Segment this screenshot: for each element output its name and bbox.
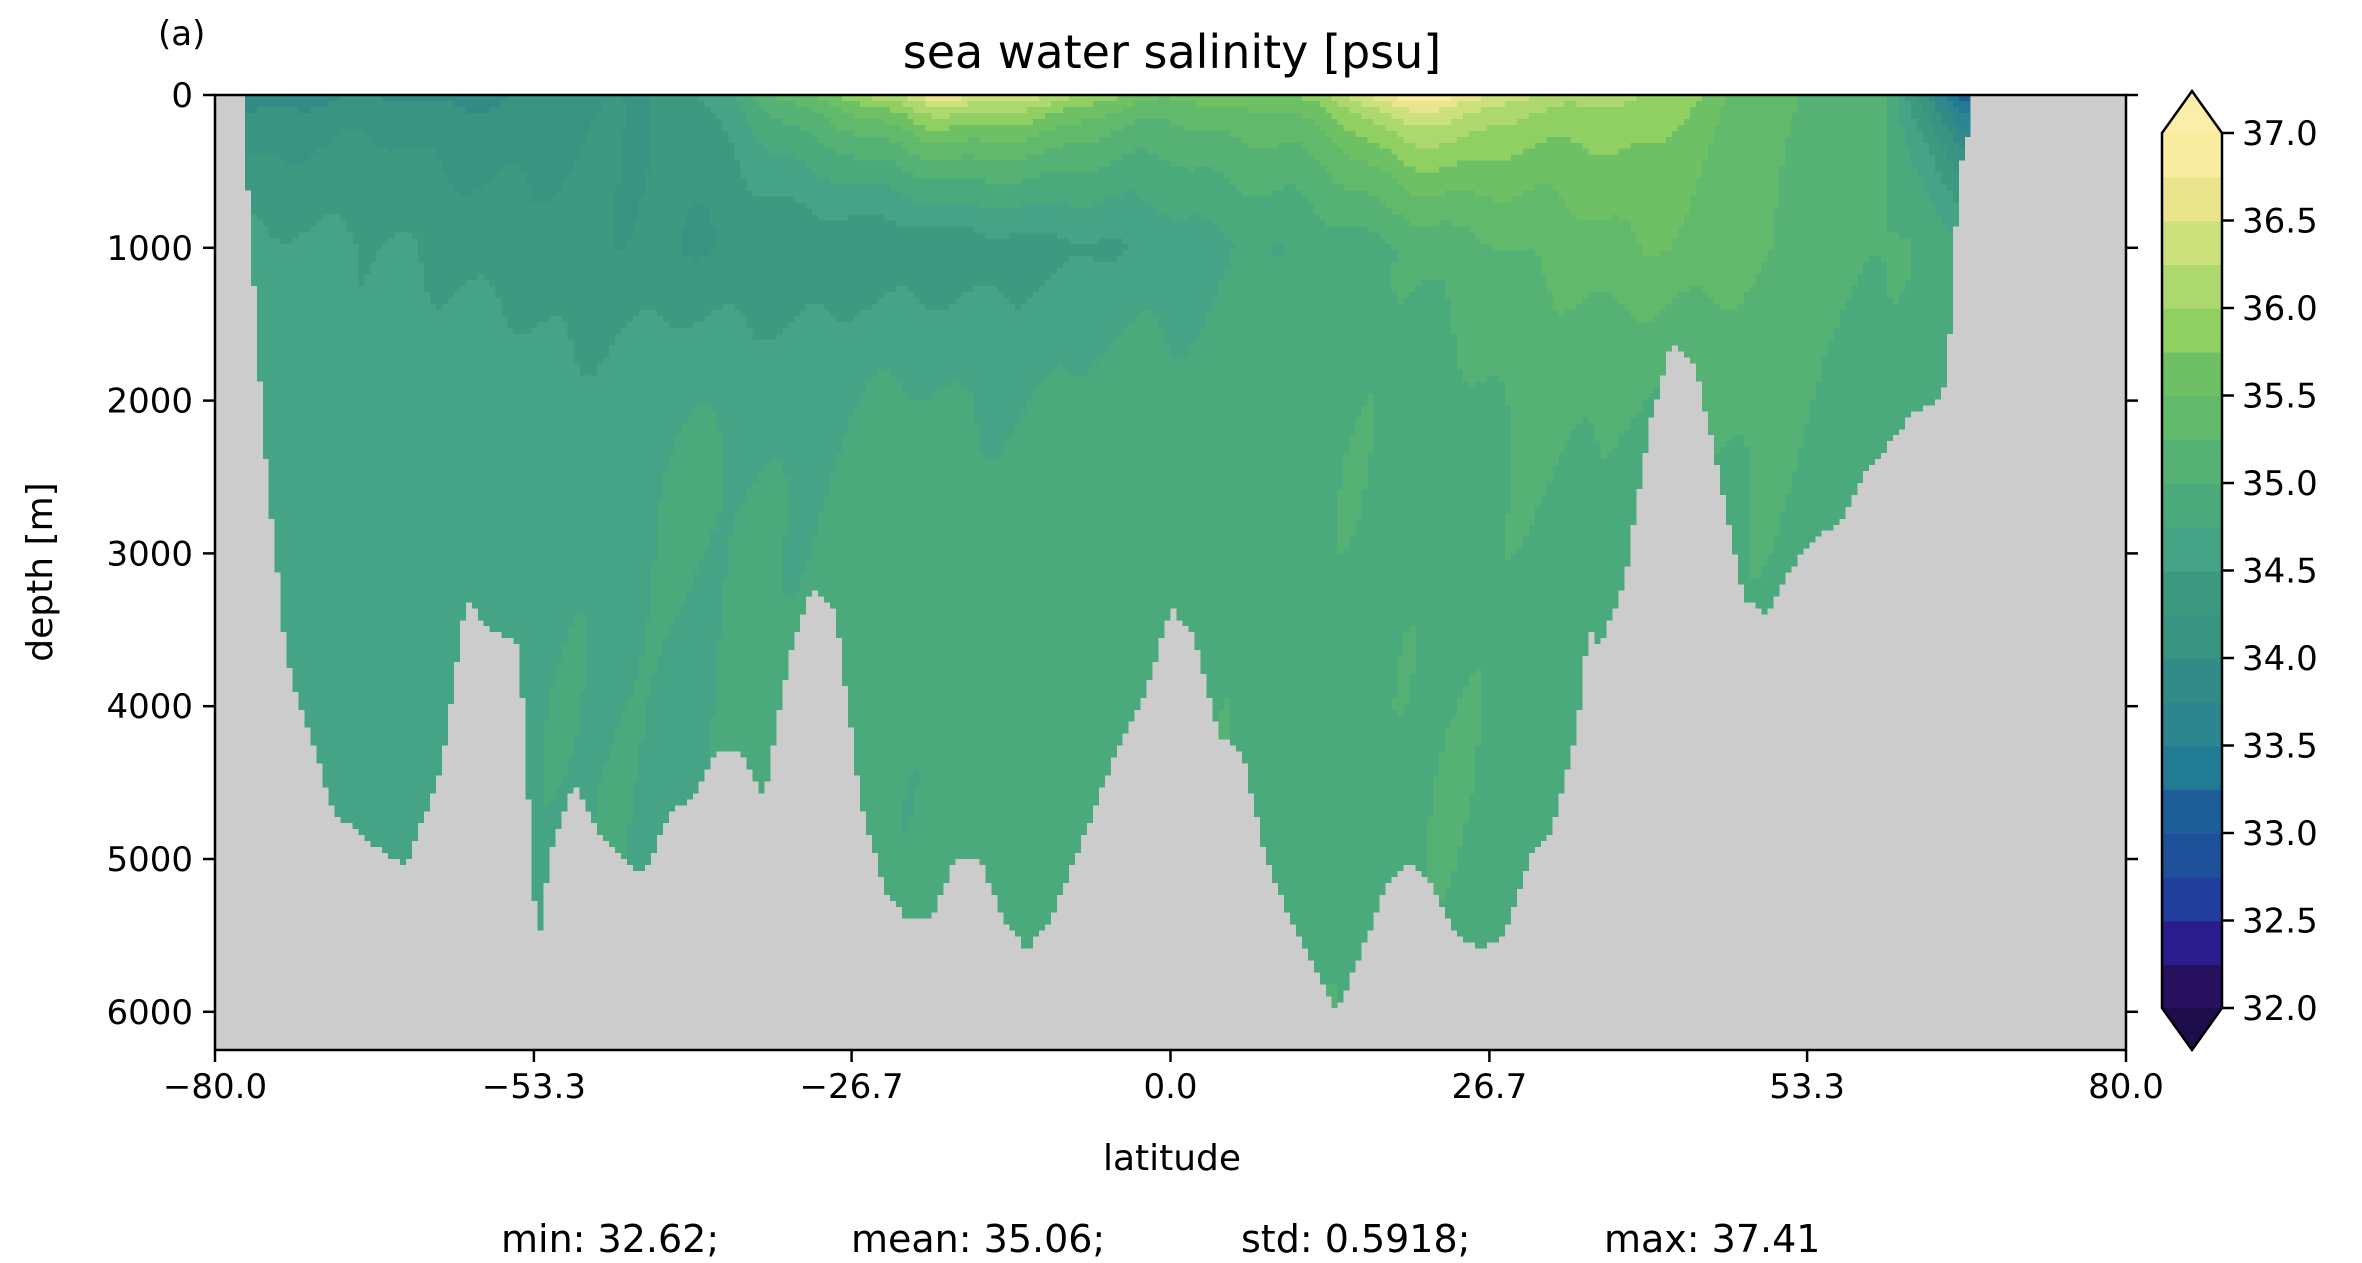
colorbar-segment: [2162, 964, 2222, 1009]
plot-area: [215, 95, 2126, 1050]
colorbar-segment: [2162, 701, 2222, 747]
colorbar-segment: [2162, 264, 2222, 309]
colorbar-segment: [2162, 614, 2222, 659]
x-tick-label: 0.0: [1143, 1067, 1197, 1107]
x-tick-label: −80.0: [163, 1067, 267, 1107]
colorbar-tick-label: 32.5: [2242, 902, 2318, 942]
stats-mean: mean: 35.06;: [851, 1217, 1105, 1261]
x-axis: −80.0 −53.3 −26.7 0.0 26.7 53.3 80.0: [163, 1050, 2164, 1107]
colorbar-tick-label: 33.5: [2242, 727, 2318, 767]
colorbar-segment: [2162, 833, 2222, 878]
salinity-heatmap: [215, 95, 2126, 1050]
colorbar-segment: [2162, 745, 2222, 791]
y-tick-label: 5000: [106, 840, 193, 880]
x-tick-label: −53.3: [482, 1067, 586, 1107]
x-tick-label: 80.0: [2088, 1067, 2164, 1107]
x-tick-label: 26.7: [1452, 1067, 1528, 1107]
colorbar-tick-label: 32.0: [2242, 989, 2318, 1029]
stats-line: min: 32.62; mean: 35.06; std: 0.5918; ma…: [501, 1217, 1820, 1261]
chart-title: sea water salinity [psu]: [903, 25, 1442, 79]
colorbar-tick-label: 35.0: [2242, 464, 2318, 504]
colorbar-over-triangle: [2162, 91, 2222, 133]
colorbar-segment: [2162, 308, 2222, 353]
colorbar-tick-label: 34.5: [2242, 552, 2318, 592]
stats-min: min: 32.62;: [501, 1217, 719, 1261]
colorbar-segment: [2162, 220, 2222, 266]
y-tick-label: 1000: [106, 229, 193, 269]
y-tick-label: 6000: [106, 993, 193, 1033]
colorbar-tick-label: 36.5: [2242, 202, 2318, 242]
colorbar: 32.0 32.5 33.0 33.5 34.0 34.5 35.0 35.5 36.0 36.5…: [2160, 88, 2318, 1053]
colorbar-segment: [2162, 133, 2222, 178]
x-tick-label: −26.7: [800, 1067, 904, 1107]
colorbar-segment: [2162, 351, 2222, 397]
y-axis-label: depth [m]: [20, 482, 61, 661]
y-tick-label: 0: [171, 76, 193, 116]
stats-max: max: 37.41: [1604, 1217, 1820, 1261]
x-axis-label: latitude: [1103, 1138, 1241, 1179]
stats-std: std: 0.5918;: [1241, 1217, 1470, 1261]
colorbar-tick-label: 37.0: [2242, 114, 2318, 154]
colorbar-segment: [2162, 570, 2222, 616]
colorbar-segment: [2162, 439, 2222, 484]
colorbar-segment: [2162, 920, 2222, 966]
colorbar-segment: [2162, 789, 2222, 834]
colorbar-under-triangle: [2162, 1008, 2222, 1050]
colorbar-tick-label: 35.5: [2242, 377, 2318, 417]
y-tick-label: 4000: [106, 687, 193, 727]
colorbar-segment: [2162, 526, 2222, 572]
colorbar-segment: [2162, 176, 2222, 222]
x-tick-label: 53.3: [1769, 1067, 1845, 1107]
colorbar-segment: [2162, 483, 2222, 528]
colorbar-tick-label: 36.0: [2242, 289, 2318, 329]
colorbar-segment: [2162, 876, 2222, 922]
y-tick-label: 2000: [106, 382, 193, 422]
y-tick-label: 3000: [106, 534, 193, 574]
colorbar-tick-label: 34.0: [2242, 639, 2318, 679]
colorbar-segment: [2162, 658, 2222, 703]
colorbar-segment: [2162, 395, 2222, 441]
y-axis: 0 1000 2000 3000 4000 5000 6000: [106, 76, 2138, 1033]
panel-label: (a): [158, 14, 205, 54]
colorbar-tick-label: 33.0: [2242, 814, 2318, 854]
